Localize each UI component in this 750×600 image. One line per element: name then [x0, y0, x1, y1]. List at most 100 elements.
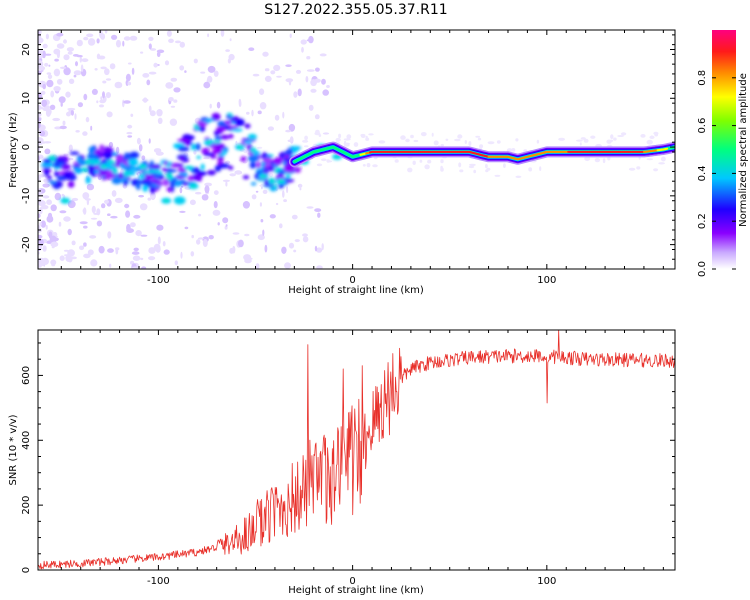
noise-blob: [49, 104, 56, 111]
noise-blob: [42, 195, 50, 199]
noise-blob: [315, 67, 320, 72]
noise-blob: [153, 243, 161, 251]
noise-blob: [132, 255, 141, 261]
noise-blob: [38, 264, 42, 268]
noise-blob: [71, 240, 76, 246]
noise-blob: [111, 190, 117, 197]
cluster-blob: [116, 154, 124, 163]
noise-blob: [262, 229, 265, 236]
noise-blob: [127, 81, 132, 86]
noise-blob: [264, 75, 272, 82]
noise-blob: [106, 111, 113, 118]
noise-blob: [579, 142, 582, 146]
noise-blob: [71, 197, 79, 202]
noise-blob: [251, 109, 254, 117]
noise-blob: [306, 206, 314, 209]
cluster-hotspot-core: [190, 184, 196, 188]
cluster-blob: [105, 171, 114, 179]
noise-blob: [344, 140, 347, 146]
noise-blob: [289, 33, 292, 38]
cluster-blob: [184, 165, 194, 170]
noise-blob: [224, 225, 228, 230]
noise-blob: [70, 109, 74, 116]
y-tick-label: 400: [21, 431, 32, 450]
noise-blob: [243, 150, 247, 154]
cluster-blob: [212, 140, 221, 144]
noise-blob: [42, 43, 48, 49]
noise-blob: [83, 93, 88, 101]
noise-blob: [38, 224, 41, 230]
noise-blob: [217, 222, 220, 226]
colorbar-ticks: 0.0 0.2 0.4 0.6 0.8: [697, 70, 736, 277]
cluster-blob: [142, 184, 148, 192]
noise-blob: [198, 213, 202, 217]
noise-blob: [45, 108, 51, 117]
noise-blob: [90, 217, 98, 220]
noise-blob: [300, 39, 307, 45]
cluster-blob: [185, 135, 195, 141]
noise-blob: [58, 96, 66, 104]
cluster-blob: [167, 169, 178, 173]
noise-blob: [291, 214, 298, 220]
cluster-blob: [67, 181, 75, 188]
cluster-blob: [150, 164, 161, 170]
noise-blob: [86, 33, 94, 38]
noise-blob: [67, 51, 73, 55]
noise-blob: [81, 58, 89, 63]
cluster-blob: [249, 161, 257, 169]
noise-blob: [94, 68, 98, 71]
noise-blob: [63, 39, 67, 44]
noise-blob: [302, 233, 308, 237]
noise-blob: [72, 54, 80, 57]
noise-blob: [269, 214, 276, 219]
noise-blob: [87, 249, 94, 256]
noise-blob: [100, 66, 107, 70]
cluster-blob: [74, 167, 83, 174]
noise-blob: [58, 221, 62, 227]
noise-blob: [52, 117, 61, 122]
noise-blob: [170, 77, 178, 82]
noise-blob: [76, 39, 83, 47]
noise-blob: [609, 139, 614, 142]
cluster-blob: [244, 123, 251, 129]
cluster-blob: [98, 150, 104, 159]
noise-blob: [63, 54, 70, 61]
noise-blob: [40, 205, 49, 210]
noise-blob: [431, 132, 434, 137]
noise-blob: [281, 246, 287, 254]
noise-blob: [59, 255, 65, 261]
noise-blob: [105, 78, 112, 81]
noise-blob: [174, 40, 181, 44]
noise-blob: [220, 30, 225, 37]
colorbar-gradient: [712, 30, 736, 269]
cluster-blob: [247, 133, 257, 140]
cluster-blob: [149, 186, 156, 194]
noise-blob: [115, 146, 120, 154]
noise-blob: [42, 183, 50, 188]
cluster-blob: [120, 164, 129, 170]
noise-blob: [101, 203, 106, 209]
noise-blob: [477, 137, 482, 141]
cluster-blob: [41, 162, 54, 168]
snr-marks: [38, 330, 675, 570]
noise-blob: [346, 134, 352, 140]
noise-blob: [156, 224, 164, 231]
colorbar: 0.0 0.2 0.4 0.6 0.8 Normalized spectral ampl…: [697, 30, 749, 277]
noise-blob: [225, 181, 228, 187]
cluster-blob: [88, 146, 96, 154]
noise-blob: [133, 214, 141, 219]
noise-blob: [148, 36, 154, 42]
noise-blob: [468, 165, 475, 169]
noise-blob: [283, 199, 287, 203]
noise-blob: [124, 203, 130, 209]
noise-blob: [234, 170, 243, 175]
noise-blob: [79, 245, 85, 251]
noise-blob: [44, 62, 49, 67]
spectrogram-x-axis-label: Height of straight line (km): [288, 285, 424, 296]
noise-blob: [53, 48, 61, 55]
cluster-hotspot-core: [163, 199, 169, 203]
noise-blob: [310, 88, 317, 93]
noise-blob: [558, 137, 565, 141]
noise-blob: [63, 67, 71, 76]
